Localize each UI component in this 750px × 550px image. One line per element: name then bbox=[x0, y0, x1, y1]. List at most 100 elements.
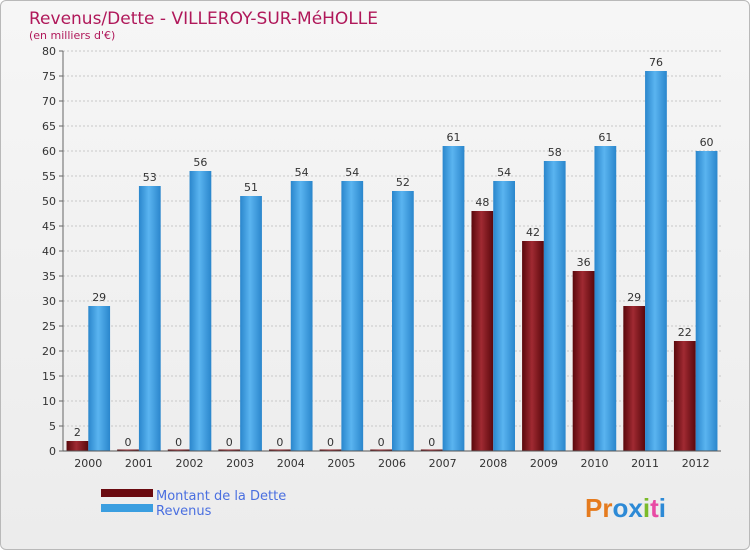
x-tick-label: 2009 bbox=[530, 457, 558, 470]
debt-bar-2001 bbox=[117, 449, 139, 451]
y-tick-label: 65 bbox=[42, 120, 56, 133]
debt-bar-2010 bbox=[572, 271, 595, 451]
revenue-bar-2005 bbox=[341, 181, 364, 451]
y-tick-label: 30 bbox=[42, 295, 56, 308]
legend-label-revenue: Revenus bbox=[156, 504, 212, 519]
revenue-bar-2001 bbox=[138, 186, 161, 451]
x-tick-label: 2000 bbox=[74, 457, 102, 470]
debt-value-label-2005: 0 bbox=[327, 436, 334, 449]
revenue-bar-2006 bbox=[392, 191, 414, 451]
revenue-value-label-2000: 29 bbox=[92, 291, 106, 304]
y-tick-label: 45 bbox=[42, 220, 56, 233]
x-tick-label: 2002 bbox=[176, 457, 204, 470]
revenue-value-label-2002: 56 bbox=[193, 156, 207, 169]
revenue-bar-2002 bbox=[189, 171, 212, 451]
y-tick-label: 70 bbox=[42, 95, 56, 108]
debt-value-label-2008: 48 bbox=[475, 196, 489, 209]
revenue-value-label-2006: 52 bbox=[396, 176, 410, 189]
debt-value-label-2004: 0 bbox=[276, 436, 283, 449]
debt-bar-2011 bbox=[623, 306, 646, 451]
debt-bar-2009 bbox=[522, 241, 544, 451]
revenue-value-label-2011: 76 bbox=[649, 56, 663, 69]
bars-group: 2 29 0 53 0 56 0 51 0 54 0 54 0 52 0 61 48 54 42 58 36 61 29 76… bbox=[66, 56, 718, 451]
logo-letter: i bbox=[643, 493, 650, 523]
x-tick-label: 2003 bbox=[226, 457, 254, 470]
y-tick-label: 60 bbox=[42, 145, 56, 158]
debt-value-label-2003: 0 bbox=[226, 436, 233, 449]
legend-label-debt: Montant de la Dette bbox=[156, 489, 286, 504]
svg-text:Proxiti: Proxiti bbox=[585, 493, 666, 523]
revenue-bar-2007 bbox=[442, 146, 465, 451]
revenue-bar-2012 bbox=[695, 151, 718, 451]
x-tick-label: 2007 bbox=[429, 457, 457, 470]
y-axis-ticks: 0 5 10 15 20 25 30 35 40 45 50 55 60 65 70 75 80 bbox=[42, 45, 64, 458]
y-tick-label: 20 bbox=[42, 345, 56, 358]
debt-bar-2004 bbox=[269, 449, 291, 451]
revenue-value-label-2004: 54 bbox=[295, 166, 309, 179]
x-tick-label: 2012 bbox=[682, 457, 710, 470]
revenue-bar-2009 bbox=[543, 161, 566, 451]
legend-swatch-revenue bbox=[101, 504, 153, 512]
revenue-value-label-2003: 51 bbox=[244, 181, 258, 194]
revenue-value-label-2012: 60 bbox=[700, 136, 714, 149]
y-tick-label: 80 bbox=[42, 45, 56, 58]
revenue-value-label-2001: 53 bbox=[143, 171, 157, 184]
debt-bar-2005 bbox=[319, 449, 342, 451]
logo-letter: x bbox=[628, 493, 643, 523]
debt-value-label-2011: 29 bbox=[627, 291, 641, 304]
y-tick-label: 0 bbox=[49, 445, 56, 458]
y-tick-label: 10 bbox=[42, 395, 56, 408]
x-tick-label: 2008 bbox=[479, 457, 507, 470]
x-axis-ticks: 2000 2001 2002 2003 2004 2005 2006 2007 2008 2009… bbox=[74, 457, 709, 470]
y-tick-label: 40 bbox=[42, 245, 56, 258]
debt-value-label-2000: 2 bbox=[74, 426, 81, 439]
debt-bar-2003 bbox=[218, 449, 241, 451]
debt-bar-2002 bbox=[167, 449, 190, 451]
y-tick-label: 50 bbox=[42, 195, 56, 208]
y-tick-label: 55 bbox=[42, 170, 56, 183]
logo-letter: i bbox=[659, 493, 666, 523]
revenue-bar-2011 bbox=[645, 71, 667, 451]
debt-bar-2000 bbox=[66, 441, 89, 451]
logo-letter: P bbox=[585, 493, 602, 523]
debt-value-label-2009: 42 bbox=[526, 226, 540, 239]
revenue-bar-2000 bbox=[88, 306, 111, 451]
debt-value-label-2001: 0 bbox=[125, 436, 132, 449]
debt-value-label-2012: 22 bbox=[678, 326, 692, 339]
revenue-value-label-2007: 61 bbox=[446, 131, 460, 144]
revenue-bar-2010 bbox=[594, 146, 617, 451]
revenue-value-label-2010: 61 bbox=[598, 131, 612, 144]
y-tick-label: 25 bbox=[42, 320, 56, 333]
legend: Montant de la Dette Revenus bbox=[101, 489, 286, 519]
revenue-bar-2004 bbox=[290, 181, 313, 451]
revenue-bar-2003 bbox=[240, 196, 262, 451]
chart-subtitle: (en milliers d'€) bbox=[29, 29, 115, 42]
y-tick-label: 35 bbox=[42, 270, 56, 283]
x-tick-label: 2001 bbox=[125, 457, 153, 470]
logo-letter: r bbox=[602, 493, 612, 523]
debt-value-label-2002: 0 bbox=[175, 436, 182, 449]
x-tick-label: 2011 bbox=[631, 457, 659, 470]
legend-swatch-debt bbox=[101, 489, 153, 497]
debt-bar-2007 bbox=[420, 449, 443, 451]
debt-value-label-2006: 0 bbox=[378, 436, 385, 449]
y-tick-label: 5 bbox=[49, 420, 56, 433]
y-tick-label: 15 bbox=[42, 370, 56, 383]
x-tick-label: 2010 bbox=[580, 457, 608, 470]
revenue-value-label-2005: 54 bbox=[345, 166, 359, 179]
revenue-value-label-2008: 54 bbox=[497, 166, 511, 179]
logo-letter: o bbox=[612, 493, 628, 523]
debt-bar-2012 bbox=[673, 341, 696, 451]
debt-bar-2006 bbox=[370, 449, 392, 451]
debt-value-label-2010: 36 bbox=[577, 256, 591, 269]
chart-title: Revenus/Dette - VILLEROY-SUR-MéHOLLE bbox=[29, 9, 378, 29]
x-tick-label: 2004 bbox=[277, 457, 305, 470]
logo-letter: t bbox=[650, 493, 659, 523]
debt-value-label-2007: 0 bbox=[428, 436, 435, 449]
proxiti-logo: Proxiti bbox=[585, 493, 666, 523]
x-tick-label: 2005 bbox=[327, 457, 355, 470]
debt-bar-2008 bbox=[471, 211, 494, 451]
x-tick-label: 2006 bbox=[378, 457, 406, 470]
